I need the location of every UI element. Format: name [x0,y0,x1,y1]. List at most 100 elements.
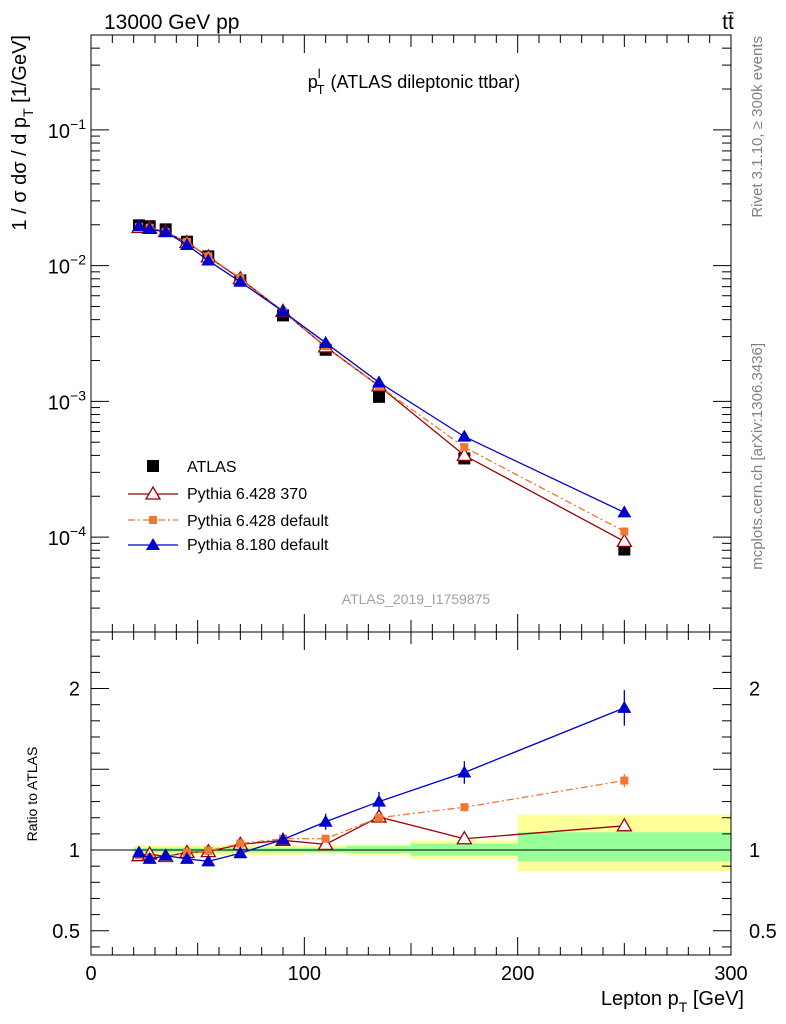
ratio-pythia-6-428-370-point [456,830,473,845]
main-y-tick-label: 10−3 [48,387,86,414]
y-axis-label-subscript: T [20,108,36,117]
rivet-version-label: Rivet 3.1.10, ≥ 300k events [749,36,766,218]
x-tick-label: 100 [288,963,321,985]
legend-label-pythia6-370: Pythia 6.428 370 [187,486,307,503]
legend-marker-atlas [147,460,159,472]
tick-label-exponent: −3 [70,387,86,403]
main-pythia-6-428-default-point [620,527,629,536]
ratio-y-axis-label: Ratio to ATLAS [24,747,40,842]
analysis-id-label: ATLAS_2019_I1759875 [342,591,491,607]
legend-entry-pythia6-default: Pythia 6.428 default [128,513,329,530]
main-y-tick-label: 10−1 [48,116,86,143]
mcplots-label: mcplots.cern.ch [arXiv:1306.3436] [749,343,766,570]
main-pythia-8-180-default-point [201,253,216,266]
x-tick-label: 300 [714,963,747,985]
tick-label-base: 10 [48,121,70,143]
ratio-y-tick-label-right: 1 [749,840,760,862]
ratio-pythia-8-180-default-point [180,851,194,864]
ratio-pythia-8-180-default-point [276,832,290,845]
title-subscript: T [317,82,325,97]
ratio-pythia-6-428-default-point [204,846,213,855]
ratio-inner-band [517,832,731,862]
ratio-pythia-8-180-default-point [233,846,248,859]
tick-label-base: 10 [48,257,70,279]
title-text: (ATLAS dileptonic ttbar) [331,72,521,92]
ratio-pythia-6-428-default-point [375,813,383,822]
x-tick-label: 0 [85,963,96,985]
main-pythia-8-180-default-point [457,429,472,442]
legend-entry-pythia6-370: Pythia 6.428 370 [128,485,307,503]
ratio-pythia-6-428-370-point [616,817,633,832]
main-pythia-8-180-default-point [318,335,333,348]
ratio-pythia-8-180-default-point [142,851,157,864]
ratio-plot-marks [91,690,731,867]
process-label: tt̄ [722,11,734,34]
main-pythia-8-180-default-point [180,237,194,250]
ratio-pythia-8-180-default-point [158,848,173,861]
legend-marker-pythia8-default [146,538,160,550]
tick-label-exponent: −1 [70,116,86,132]
tick-label-base: 10 [48,528,70,550]
y-axis-label-text: 1 / σ dσ / d p [9,117,31,231]
x-axis-label-text: Lepton p [601,988,679,1010]
x-axis-label-subscript: T [679,999,688,1015]
ratio-y-tick-label-left: 0.5 [52,921,80,943]
main-pythia-6-428-370-point [616,533,633,548]
main-pythia-8-180-default-point [617,505,632,518]
main-plot-marks [130,219,633,556]
main-y-tick-label: 10−2 [48,252,86,279]
ratio-pythia-6-428-370-point [317,836,334,851]
main-axis-ticks: 10−110−210−310−4 [48,34,732,633]
ratio-pythia-6-428-default-point [460,803,469,812]
ratio-pythia-8-180-default-point [457,765,472,778]
ratio-y-tick-label-right: 2 [749,679,760,701]
main-pythia-6-428-default-point [460,443,469,452]
legend-label-pythia6-default: Pythia 6.428 default [187,513,329,530]
main-pythia-8-180-default-point [142,222,157,235]
legend-marker-pythia6-370 [144,485,162,500]
legend-label-atlas: ATLAS [187,459,237,476]
title-superscript: l [318,66,321,81]
y-axis-label-unit: [1/GeV] [9,35,31,108]
x-axis-label: Lepton pT [GeV] [601,988,744,1015]
main-y-axis-label: 1 / σ dσ / d pT [1/GeV] [9,35,36,231]
main-pythia-8-180-default-point [372,375,386,388]
ratio-y-tick-label-left: 1 [69,840,80,862]
legend-label-pythia8-default: Pythia 8.180 default [187,537,329,554]
main-panel: 10−110−210−310−4 pl T (ATLAS dileptonic tt… [9,34,732,633]
main-pythia-6-428-370-point [456,447,473,462]
ratio-pythia-8-180-default-point [372,794,386,807]
tick-label-exponent: −2 [70,252,86,268]
legend-entry-pythia8-default: Pythia 8.180 default [128,537,329,554]
ratio-pythia-8-180-default-point [132,845,146,858]
main-pythia-8-180-default-point [132,219,146,232]
main-atlas-point [373,390,385,403]
ratio-panel: 0.5 0.5 1 1 2 2 0 100 200 300 Ratio to ATLAS Lept… [24,631,777,1015]
tick-label-exponent: −4 [70,523,86,539]
ratio-y-tick-label-right: 0.5 [749,921,777,943]
legend: ATLAS Pythia 6.428 370 Pythia 6.428 defa… [128,459,329,554]
tick-label-base: 10 [48,392,70,414]
main-plot-title: pl T (ATLAS dileptonic ttbar) [308,66,521,97]
main-pythia-8-180-default-point [158,224,173,237]
x-axis-label-unit: [GeV] [687,988,744,1010]
legend-marker-pythia6-default [149,516,157,524]
title-variable: p [308,72,318,92]
energy-label: 13000 GeV pp [104,11,239,34]
ratio-y-tick-label-left: 2 [69,679,80,701]
ratio-uncertainty-bands [133,814,731,872]
legend-entry-atlas: ATLAS [147,459,237,476]
ratio-pythia-8-180-default-point [617,700,632,713]
main-pythia-8-180-default-point [276,304,290,317]
ratio-axis-ticks: 0.5 0.5 1 1 2 2 0 100 200 300 [52,632,777,985]
main-y-tick-label: 10−4 [48,523,86,550]
ratio-pythia-6-428-default-point [321,834,330,843]
ratio-pythia-6-428-default-point [620,776,629,785]
x-tick-label: 200 [501,963,534,985]
ratio-panel-frame [90,631,732,956]
ratio-pythia-8-180-default-point [201,854,216,867]
ratio-pythia-6-428-default-point [236,839,245,848]
main-pythia-8-180-default-point [233,274,248,287]
ratio-pythia-8-180-default-point [318,814,333,827]
